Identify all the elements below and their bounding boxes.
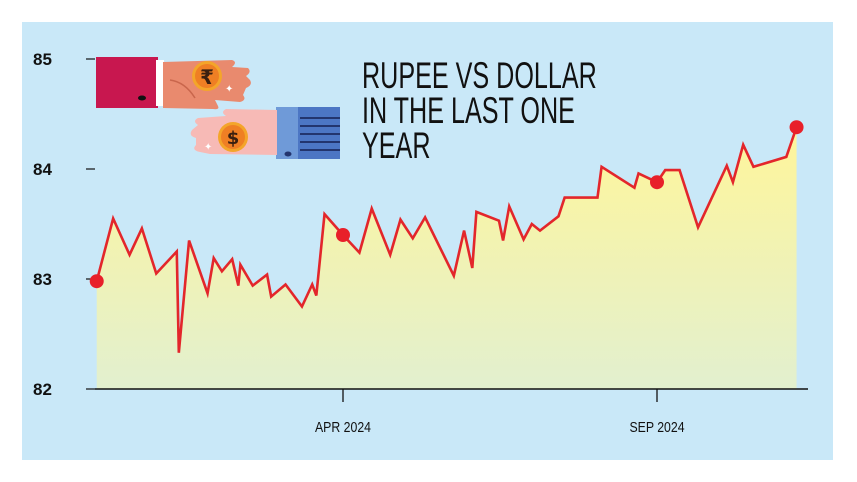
svg-text:$: $ bbox=[227, 128, 240, 149]
highlight-marker bbox=[336, 228, 350, 242]
y-tick-label: 85 bbox=[33, 50, 52, 69]
title-line-1: RUPEE VS DOLLAR bbox=[362, 54, 597, 96]
red-sleeve bbox=[96, 57, 158, 108]
area-fill bbox=[96, 127, 797, 389]
svg-text:✦: ✦ bbox=[225, 84, 233, 95]
hands-exchange-illustration: ₹ ✦ $ ✦ bbox=[96, 57, 340, 159]
rupee-coin-icon: ₹ bbox=[192, 61, 222, 91]
y-tick-label: 84 bbox=[33, 160, 52, 179]
svg-text:✦: ✦ bbox=[204, 142, 212, 153]
title-line-3: YEAR bbox=[362, 124, 430, 166]
y-tick-label: 82 bbox=[33, 380, 52, 399]
title-line-2: IN THE LAST ONE bbox=[362, 89, 575, 131]
x-tick-label: SEP 2024 bbox=[629, 419, 684, 435]
dollar-coin-icon: $ bbox=[218, 122, 248, 152]
chart-title: RUPEE VS DOLLAR IN THE LAST ONE YEAR bbox=[362, 54, 597, 166]
x-tick-label: APR 2024 bbox=[315, 419, 371, 435]
highlight-marker bbox=[789, 120, 804, 135]
highlight-marker bbox=[650, 175, 664, 190]
svg-text:₹: ₹ bbox=[200, 65, 214, 89]
y-tick-label: 83 bbox=[33, 270, 52, 289]
highlight-marker bbox=[89, 274, 104, 289]
